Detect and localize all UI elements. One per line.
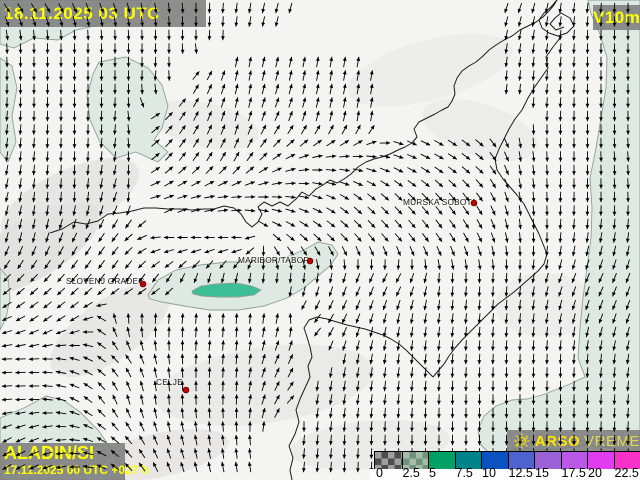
- city-dot: [182, 386, 190, 394]
- model-run-label: 17.11.2025 00 UTC +027 h: [4, 463, 150, 477]
- shade-region: [86, 56, 169, 163]
- brand-product-label: VREME: [584, 432, 640, 450]
- colorbar-tick: 15: [535, 466, 549, 480]
- colorbar-tick: 5: [429, 466, 436, 480]
- city-dot: [306, 257, 314, 265]
- branding-box: ARSO VREME: [507, 430, 640, 452]
- city-dot: [139, 280, 147, 288]
- colorbar-tick: 12.5: [508, 466, 533, 480]
- city-label: SLOVENJ GRADEC: [66, 276, 144, 286]
- border-line: [538, 0, 575, 37]
- sun-icon: [514, 433, 530, 449]
- valid-time-label: 18.11.2025 03 UTC: [4, 4, 160, 23]
- colorbar-tick: 7.5: [455, 466, 473, 480]
- valid-time-box: 18.11.2025 03 UTC: [0, 0, 206, 27]
- city-dot: [470, 199, 478, 207]
- colorbar-tick: 20: [588, 466, 602, 480]
- city-label: MURSKA SOBOTA: [403, 197, 477, 207]
- city-label: MARIBOR/TABOR: [238, 255, 310, 265]
- shade-region: [147, 241, 339, 311]
- model-name-label: ALADIN/SI: [4, 443, 94, 463]
- colorbar-tick: 22.5: [614, 466, 639, 480]
- city-label: CELJE: [156, 377, 183, 387]
- shade-region: [0, 57, 18, 163]
- colorbar-tick: 0: [376, 466, 383, 480]
- brand-org-label: ARSO: [534, 432, 581, 450]
- colorbar-tick: 2.5: [402, 466, 420, 480]
- colorbar-tick: 10: [482, 466, 496, 480]
- field-name-box: V10m: [593, 5, 640, 30]
- field-name-label: V10m: [593, 8, 640, 27]
- colorbar-tick: 17.5: [561, 466, 586, 480]
- colorbar-tick-labels: 0 2.5 5 7.5 10 12.5 15 17.5 20 22.5: [370, 466, 640, 480]
- model-info-box: ALADIN/SI 17.11.2025 00 UTC +027 h: [0, 443, 150, 480]
